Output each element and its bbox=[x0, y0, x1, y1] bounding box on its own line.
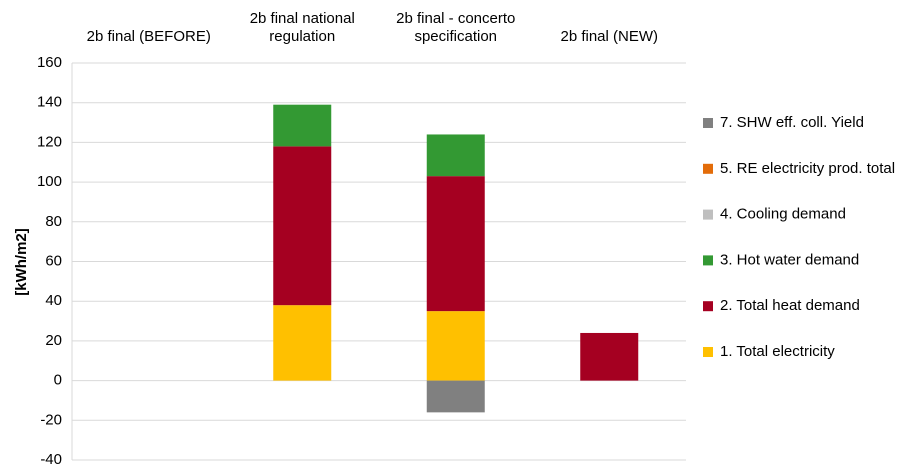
category-label: 2b final - concerto specification bbox=[396, 10, 516, 45]
y-tick-label: 100 bbox=[37, 173, 62, 190]
legend-label: 1. Total electricity bbox=[720, 343, 835, 360]
legend-label: 4. Cooling demand bbox=[720, 206, 846, 223]
legend-swatch bbox=[703, 301, 713, 312]
category-label: 2b final (NEW) bbox=[560, 28, 659, 45]
bar-segment bbox=[273, 146, 332, 306]
y-tick-label: 20 bbox=[45, 332, 62, 349]
category-labels: 2b final (BEFORE) 2b final national regul… bbox=[0, 0, 922, 46]
y-tick-label: -40 bbox=[40, 451, 62, 468]
category-label: 2b final national regulation bbox=[249, 10, 355, 45]
legend-swatch bbox=[703, 255, 713, 266]
legend-label: 7. SHW eff. coll. Yield bbox=[720, 114, 864, 131]
category-label: 2b final (BEFORE) bbox=[86, 28, 211, 45]
legend-swatch bbox=[703, 347, 713, 357]
y-tick-label: 120 bbox=[37, 133, 62, 150]
y-tick-label: 0 bbox=[54, 372, 62, 389]
bar-segment bbox=[273, 305, 332, 381]
y-axis-label: [kWh/m2] bbox=[13, 228, 30, 296]
legend-swatch bbox=[703, 118, 713, 128]
y-tick-label: -20 bbox=[40, 411, 62, 428]
legend-label: 2. Total heat demand bbox=[720, 297, 860, 314]
bar-segment bbox=[426, 311, 485, 381]
legend-label: 3. Hot water demand bbox=[720, 251, 859, 268]
legend-swatch bbox=[703, 209, 713, 220]
y-tick-label: 40 bbox=[45, 292, 62, 309]
y-tick-label: 80 bbox=[45, 213, 62, 230]
bar-segment bbox=[273, 104, 332, 147]
legend-swatch bbox=[703, 163, 713, 174]
bar-segment bbox=[426, 134, 485, 177]
y-tick-label: 140 bbox=[37, 94, 62, 111]
y-tick-label: 160 bbox=[37, 54, 62, 71]
legend-label: 5. RE electricity prod. total bbox=[720, 160, 895, 177]
y-tick-label: 60 bbox=[45, 252, 62, 269]
bar-segment bbox=[426, 380, 485, 413]
bar-segment bbox=[426, 176, 485, 312]
bar-segment bbox=[580, 332, 639, 381]
